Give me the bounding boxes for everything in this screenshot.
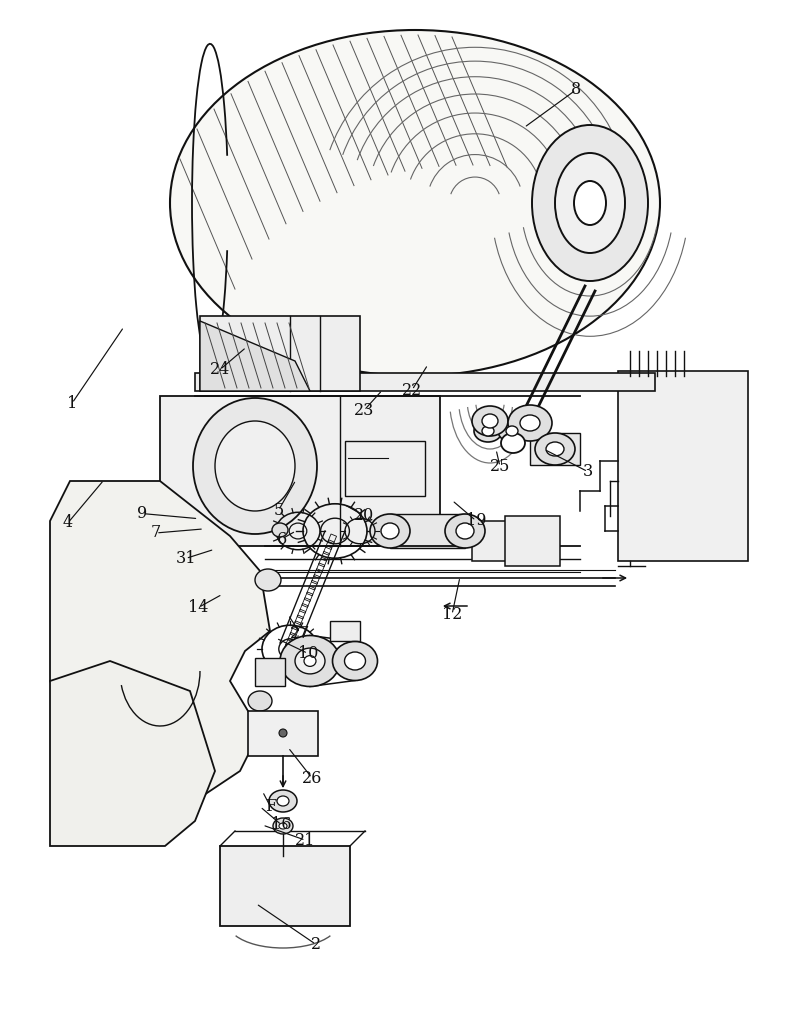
Ellipse shape bbox=[370, 514, 410, 548]
Bar bbox=[321, 551, 330, 562]
Bar bbox=[326, 540, 334, 549]
Ellipse shape bbox=[574, 181, 606, 225]
Bar bbox=[530, 433, 580, 465]
Ellipse shape bbox=[472, 406, 508, 436]
Ellipse shape bbox=[506, 426, 518, 436]
Text: 3: 3 bbox=[583, 464, 593, 480]
Text: 6: 6 bbox=[277, 531, 286, 547]
Bar bbox=[295, 615, 303, 625]
Ellipse shape bbox=[255, 569, 281, 591]
Bar bbox=[248, 711, 318, 756]
Polygon shape bbox=[50, 661, 215, 846]
Ellipse shape bbox=[445, 514, 485, 548]
Bar bbox=[299, 603, 308, 614]
Ellipse shape bbox=[269, 790, 297, 812]
Ellipse shape bbox=[304, 655, 316, 667]
Text: 19: 19 bbox=[466, 513, 486, 529]
Ellipse shape bbox=[215, 421, 295, 510]
Text: 25: 25 bbox=[490, 458, 510, 475]
Bar bbox=[297, 610, 306, 619]
Text: 8: 8 bbox=[571, 82, 581, 98]
Text: 7: 7 bbox=[151, 525, 161, 541]
Bar bbox=[290, 627, 298, 636]
Ellipse shape bbox=[482, 414, 498, 428]
Bar bbox=[293, 621, 301, 631]
Ellipse shape bbox=[498, 420, 526, 442]
Bar bbox=[302, 597, 310, 607]
Bar bbox=[316, 563, 325, 573]
Bar bbox=[314, 569, 322, 579]
Ellipse shape bbox=[279, 823, 287, 829]
Text: 2: 2 bbox=[311, 936, 321, 953]
Text: 22: 22 bbox=[402, 382, 422, 398]
Ellipse shape bbox=[555, 153, 625, 253]
Bar bbox=[283, 644, 291, 653]
Bar bbox=[328, 534, 337, 543]
Bar bbox=[390, 514, 465, 548]
Bar bbox=[200, 317, 360, 391]
Text: 16: 16 bbox=[271, 817, 292, 833]
Bar bbox=[288, 632, 296, 642]
Ellipse shape bbox=[273, 818, 293, 834]
Bar bbox=[330, 621, 360, 641]
Ellipse shape bbox=[482, 426, 494, 436]
Text: 31: 31 bbox=[175, 550, 196, 567]
Bar bbox=[318, 557, 327, 567]
Ellipse shape bbox=[381, 523, 399, 539]
Bar bbox=[311, 575, 320, 584]
Text: F: F bbox=[265, 798, 276, 815]
Polygon shape bbox=[50, 481, 270, 801]
Ellipse shape bbox=[170, 30, 660, 376]
Text: 5: 5 bbox=[274, 502, 283, 519]
Bar bbox=[304, 592, 313, 601]
Ellipse shape bbox=[295, 648, 325, 674]
Ellipse shape bbox=[501, 433, 525, 453]
Bar bbox=[255, 658, 285, 686]
Ellipse shape bbox=[546, 442, 564, 456]
Bar bbox=[618, 371, 748, 561]
Bar bbox=[309, 580, 318, 590]
Bar bbox=[195, 373, 655, 391]
Bar bbox=[323, 545, 332, 555]
Ellipse shape bbox=[277, 796, 289, 806]
Text: 26: 26 bbox=[302, 770, 322, 786]
Ellipse shape bbox=[508, 405, 552, 441]
Text: 24: 24 bbox=[210, 361, 230, 378]
Bar bbox=[306, 586, 315, 596]
Ellipse shape bbox=[535, 433, 575, 465]
Bar bbox=[345, 441, 425, 496]
Polygon shape bbox=[200, 321, 310, 391]
Text: 9: 9 bbox=[138, 505, 147, 522]
Text: 27: 27 bbox=[290, 625, 310, 641]
Text: 4: 4 bbox=[63, 515, 73, 531]
Ellipse shape bbox=[280, 635, 340, 686]
Ellipse shape bbox=[333, 641, 378, 681]
Text: 10: 10 bbox=[298, 645, 318, 662]
Text: 1: 1 bbox=[67, 395, 77, 411]
Bar bbox=[472, 521, 537, 561]
Bar bbox=[505, 516, 560, 566]
Ellipse shape bbox=[474, 420, 502, 442]
Ellipse shape bbox=[248, 691, 272, 711]
Bar bbox=[286, 638, 294, 648]
Text: 14: 14 bbox=[188, 599, 209, 616]
Text: 12: 12 bbox=[442, 606, 462, 623]
Text: 23: 23 bbox=[354, 402, 374, 419]
Ellipse shape bbox=[345, 652, 366, 670]
Bar bbox=[160, 396, 440, 546]
Ellipse shape bbox=[456, 523, 474, 539]
Ellipse shape bbox=[193, 398, 317, 534]
Ellipse shape bbox=[532, 125, 648, 281]
Ellipse shape bbox=[520, 415, 540, 431]
Text: 20: 20 bbox=[354, 507, 374, 524]
Bar bbox=[220, 846, 350, 926]
Ellipse shape bbox=[272, 523, 288, 537]
Text: 21: 21 bbox=[295, 832, 316, 848]
Ellipse shape bbox=[279, 729, 287, 737]
